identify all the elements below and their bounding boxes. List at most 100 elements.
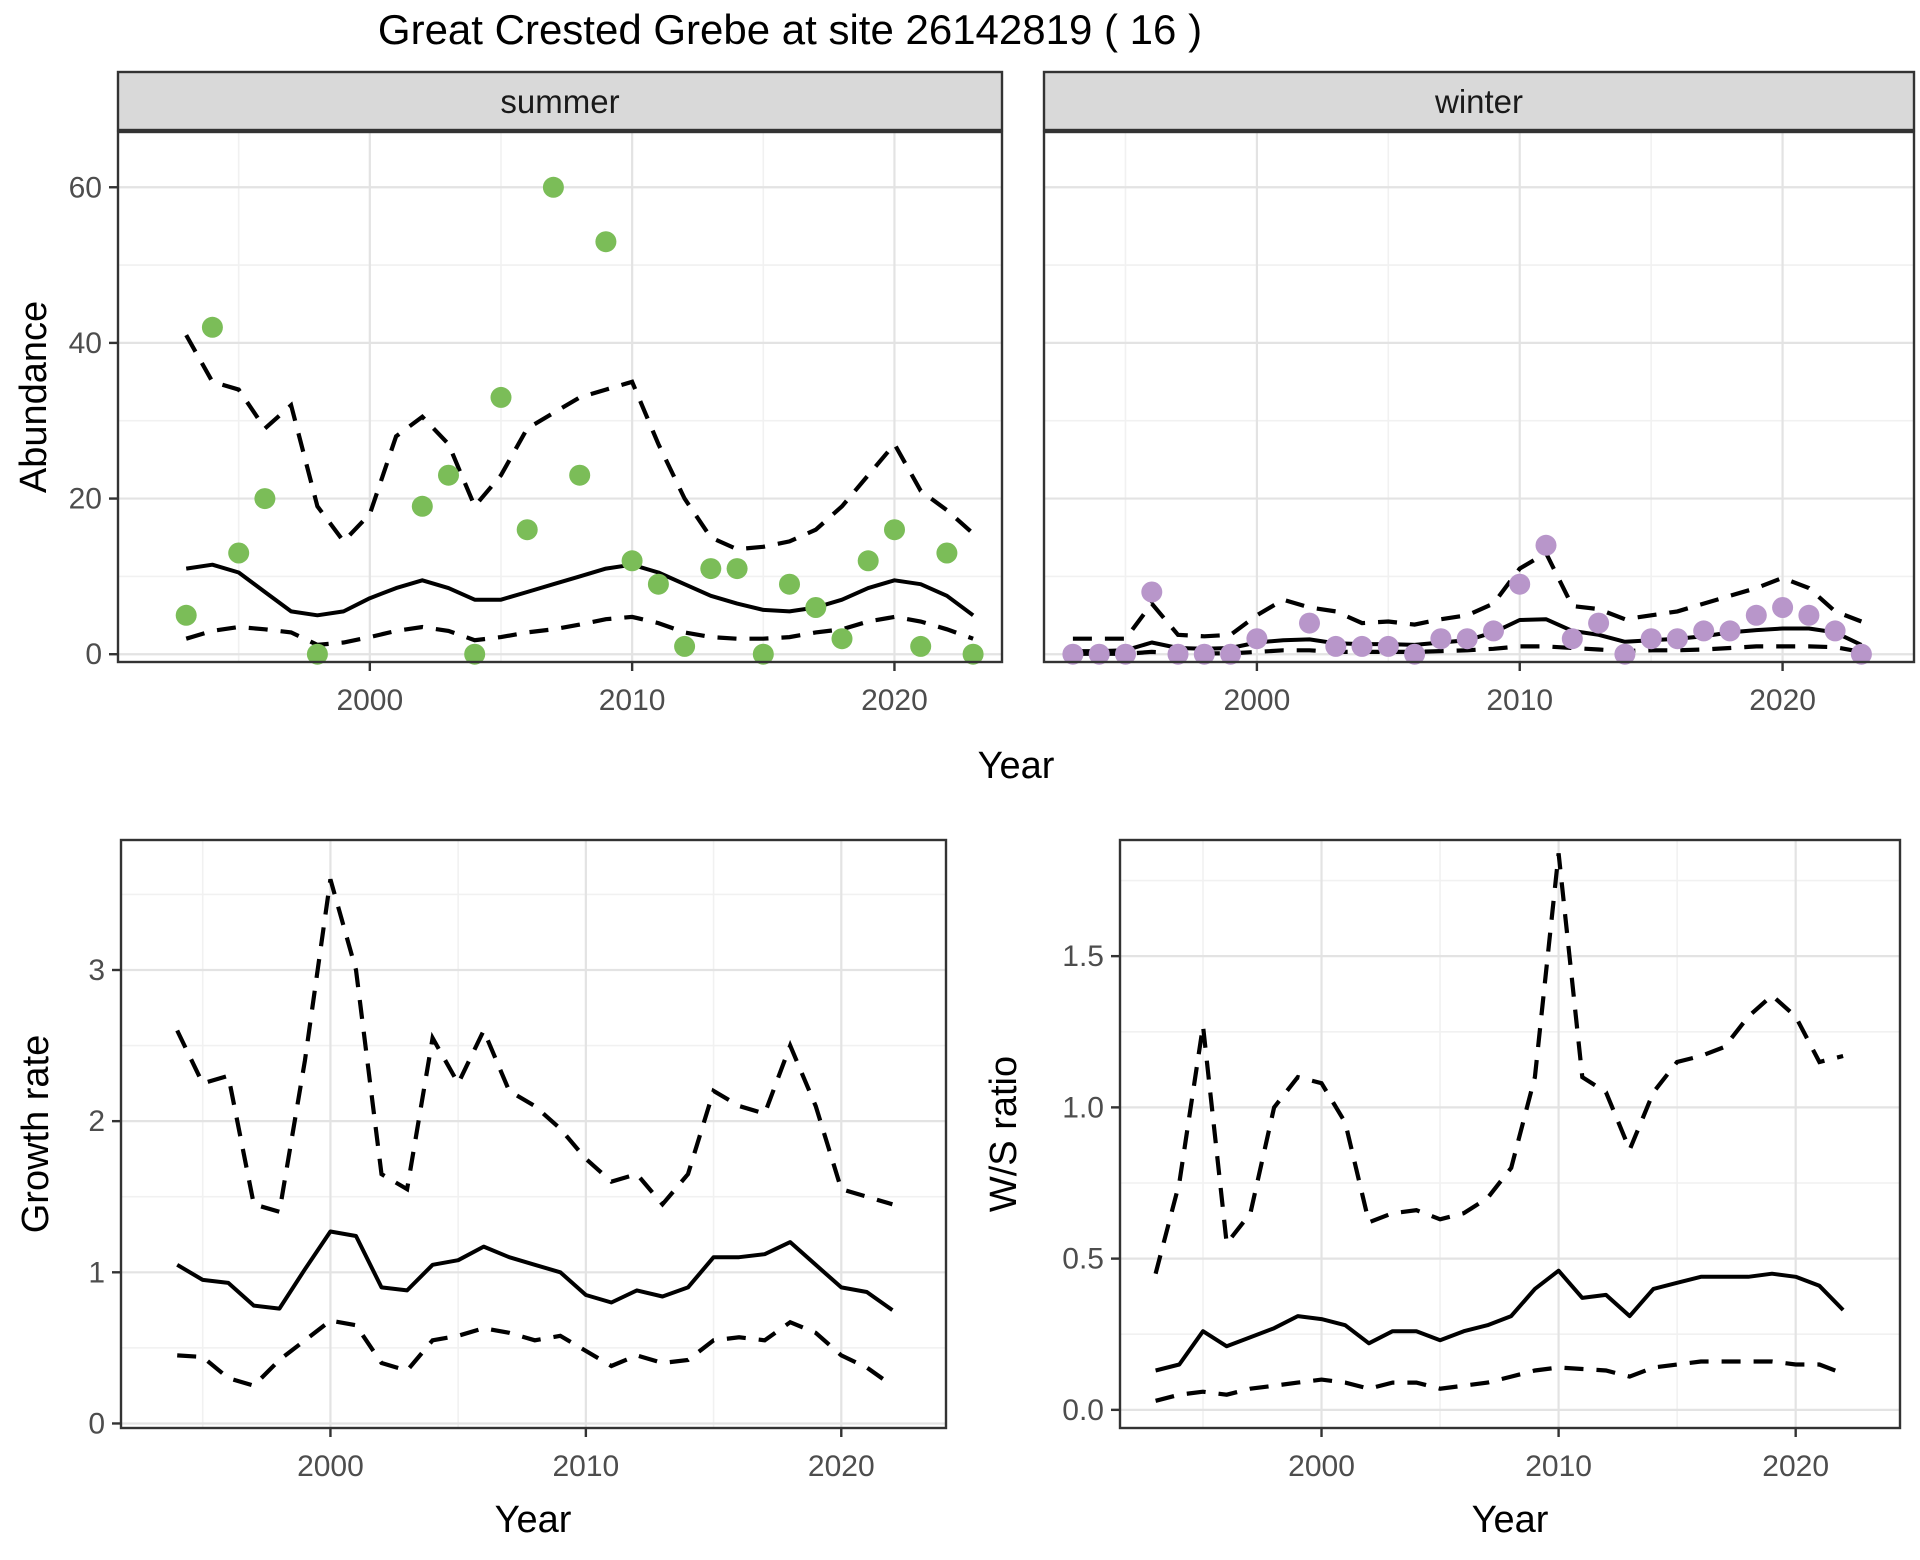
data-point [1850,643,1872,665]
tick-label: 40 [69,327,102,360]
data-point [1561,628,1583,650]
tick-label: 2010 [599,684,666,717]
facet-label: summer [500,83,619,120]
data-point [1246,628,1268,650]
chart-title: Great Crested Grebe at site 26142819 ( 1… [377,6,1203,53]
data-layer [175,878,894,1389]
panel-border [116,130,1004,664]
data-point [1430,628,1452,650]
data-point [1115,643,1136,665]
tick-label: 2010 [552,1450,619,1483]
tick-label: 2000 [1288,1450,1355,1483]
data-point [1772,597,1794,618]
data-point [962,643,984,665]
fit-line [176,1229,894,1312]
data-point [1193,643,1215,665]
data-point [1614,643,1636,665]
data-point [1719,620,1741,642]
data-point [674,635,696,657]
tick-label: 1.0 [1062,1091,1104,1124]
data-point [1141,581,1163,603]
tick-label: 2020 [861,684,928,717]
data-point [1798,604,1820,626]
tick-label: 2020 [808,1450,875,1483]
data-point [1351,635,1373,657]
data-point [1062,643,1084,665]
data-point [1299,612,1320,634]
panel-background [121,840,946,1428]
lower-ci-line [1155,1359,1844,1403]
data-point [1483,620,1504,642]
axis-title-abundance: Abundance [13,301,55,493]
tick-label: 2000 [1224,684,1291,717]
tick-label: 0.0 [1062,1394,1104,1427]
panel-growth-rate: 2000 2010 2020 0 1 2 3 [88,838,948,1483]
data-point [805,597,827,618]
data-point [1325,635,1347,657]
data-point [201,316,223,338]
upper-ci-line [1153,853,1844,1275]
data-point [490,386,512,408]
panel-border [1042,130,1916,664]
tick-label: 2020 [1762,1450,1829,1483]
facet-strip [1042,70,1916,132]
tick-label: 2000 [336,684,403,717]
panel-background [118,132,1002,662]
data-point [516,519,538,541]
upper-ci-line [175,878,893,1215]
data-point [464,643,486,665]
axis-title-growth-rate: Growth rate [15,1035,57,1234]
panel-background [1120,840,1900,1428]
tick-label: 0 [85,638,102,671]
data-point [700,558,722,580]
data-layer [175,176,984,665]
data-point [1088,643,1110,665]
data-layer [1062,534,1872,665]
data-point [1588,612,1610,634]
axis-title-year-top: Year [978,745,1055,787]
axis-title-year-growth: Year [495,1499,572,1541]
tick-label: 20 [69,483,102,516]
data-point [1377,635,1399,657]
panel-border [1118,838,1902,1430]
upper-ci-line [184,334,975,552]
lower-ci-line [177,1318,894,1389]
tick-label: 1.5 [1062,940,1104,973]
data-point [1220,643,1242,665]
tick-label: 2000 [297,1450,364,1483]
panel-ws-ratio: 2000 2010 2020 0.0 0.5 1.0 1.5 [1062,838,1902,1483]
data-point [542,176,564,198]
tick-label: 60 [69,171,102,204]
tick-label: 1 [88,1256,105,1289]
data-point [1640,628,1662,650]
data-point [752,643,774,665]
data-point [779,573,800,595]
data-point [254,488,276,510]
data-point [1693,620,1715,642]
data-point [595,231,617,253]
tick-label: 2010 [1486,684,1553,717]
data-point [1745,604,1767,626]
fit-line [1155,1268,1845,1373]
tick-label: 0.5 [1062,1243,1104,1276]
data-point [1509,573,1531,595]
data-point [1456,628,1478,650]
data-point [936,542,958,564]
data-point [306,643,328,665]
tick-label: 2020 [1749,684,1816,717]
data-point [1535,534,1557,556]
data-point [884,519,905,541]
data-point [175,604,197,626]
data-layer [1153,853,1845,1403]
axis-title-year-ws: Year [1472,1499,1549,1541]
panel-abundance-winter: winter 2000 2010 2020 [1042,70,1916,717]
data-point [857,550,879,572]
data-point [1404,643,1426,665]
data-point [438,464,459,486]
panel-background [1044,132,1914,662]
data-point [1167,643,1189,665]
facet-strip [116,70,1004,132]
tick-label: 3 [88,954,105,987]
